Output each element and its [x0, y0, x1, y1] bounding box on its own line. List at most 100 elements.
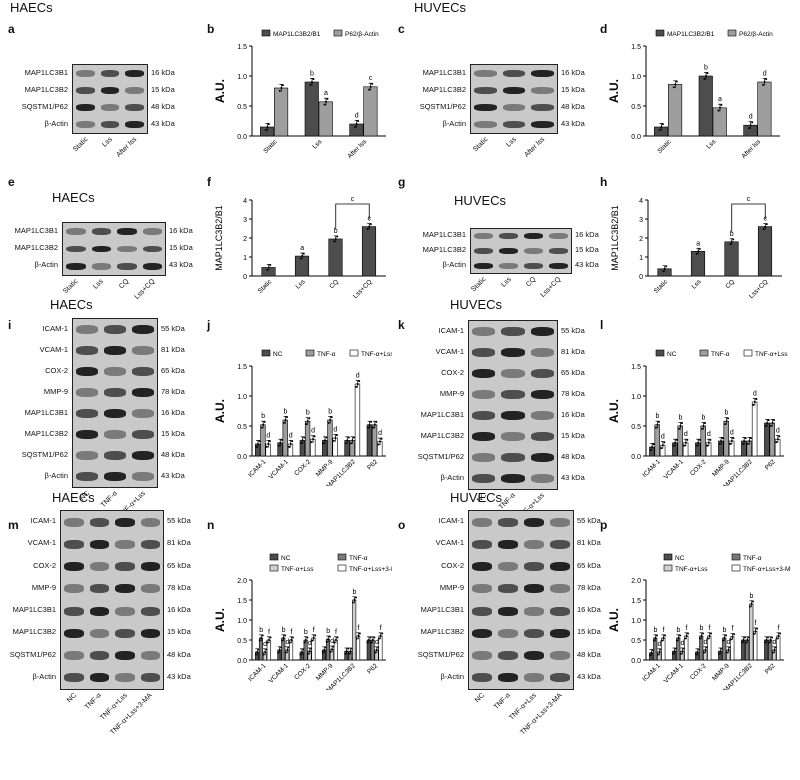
data-point — [732, 437, 735, 440]
data-point — [379, 635, 382, 637]
data-point — [753, 632, 756, 635]
data-point — [727, 649, 730, 651]
data-point — [267, 123, 270, 126]
western-blot-m — [60, 510, 164, 690]
data-point — [351, 601, 354, 604]
data-point — [771, 422, 774, 424]
data-point — [695, 252, 698, 255]
bar-chart-b: 0.0 0.5 1.0 1.5 A.U. MAP1LC3B2/B1 P62/β-Actin S… — [213, 29, 386, 160]
blot-row-label: β-Actin — [440, 472, 465, 482]
data-point — [312, 78, 315, 81]
blot-kda-label: 65 kDa — [161, 365, 185, 375]
protein-band — [550, 562, 570, 572]
legend-swatch — [337, 564, 347, 572]
protein-band — [531, 104, 554, 111]
data-point — [701, 632, 704, 635]
protein-band — [530, 327, 554, 336]
protein-band — [132, 472, 154, 481]
significance-letter: d — [730, 429, 734, 436]
data-point — [718, 442, 721, 445]
protein-band — [472, 432, 496, 441]
protein-band — [91, 228, 111, 236]
data-point — [308, 650, 311, 653]
data-point — [652, 443, 655, 446]
data-point — [672, 444, 675, 447]
x-category-label: CQ — [328, 278, 340, 290]
data-point — [765, 223, 768, 226]
bar — [282, 419, 288, 457]
blot-row-label: COX-2 — [441, 367, 464, 377]
western-blot-k — [468, 320, 558, 490]
protein-band — [498, 539, 518, 549]
data-point — [260, 426, 263, 429]
data-point — [703, 77, 706, 80]
data-point — [284, 634, 287, 637]
blot-kda-label: 48 kDa — [167, 649, 191, 659]
data-point — [366, 228, 369, 231]
data-point — [675, 438, 678, 441]
significance-letter: f — [290, 629, 292, 636]
y-tick-label: 0.0 — [237, 134, 247, 141]
data-point — [284, 651, 287, 654]
blot-row-label: SQSTM1/P62 — [417, 451, 464, 461]
protein-band — [531, 87, 554, 94]
data-point — [658, 128, 661, 131]
panel-letter-n: n — [207, 518, 215, 532]
blot-lane-label: Lss — [92, 278, 106, 291]
data-point — [730, 440, 733, 442]
bar — [352, 599, 357, 661]
data-point — [756, 627, 759, 630]
data-point — [724, 634, 727, 637]
significance-letter: b — [304, 629, 308, 636]
protein-band — [76, 87, 95, 94]
data-point — [309, 83, 312, 86]
blot-kda-label: 16 kDa — [577, 605, 601, 615]
data-point — [717, 109, 720, 112]
blot-kda-label: 81 kDa — [161, 344, 185, 354]
blot-kda-label: 43 kDa — [167, 671, 191, 681]
protein-band — [89, 651, 109, 661]
data-point — [263, 420, 266, 423]
legend-swatch — [655, 349, 665, 357]
protein-band — [132, 325, 154, 334]
protein-band — [499, 233, 518, 240]
data-point — [764, 225, 767, 228]
blot-kda-label: 43 kDa — [561, 118, 585, 128]
data-point — [706, 72, 709, 75]
blot-row-label: β-Actin — [442, 259, 467, 269]
significance-letter: c — [368, 216, 372, 223]
data-point — [354, 125, 357, 128]
data-point — [684, 637, 687, 640]
protein-band — [550, 539, 570, 549]
significance-letter: d — [311, 428, 315, 435]
data-point — [268, 639, 271, 641]
significance-letter: b — [326, 628, 330, 635]
data-point — [719, 650, 722, 653]
data-point — [654, 637, 657, 639]
x-category-label: COX-2 — [293, 662, 312, 681]
blot-row-label: MAP1LC3B1 — [422, 230, 466, 240]
x-category-label: COX-2 — [293, 458, 312, 477]
protein-band — [104, 325, 126, 334]
data-point — [698, 438, 701, 441]
protein-band — [498, 606, 518, 616]
data-point — [303, 641, 306, 644]
blot-kda-label: 55 kDa — [161, 323, 185, 333]
data-point — [750, 437, 752, 440]
bar — [363, 86, 378, 137]
data-point — [368, 88, 371, 91]
data-point — [661, 639, 664, 642]
panel-letter-d: d — [600, 22, 608, 36]
data-point — [664, 634, 667, 637]
bar — [769, 422, 775, 457]
significance-letter: d — [684, 431, 688, 438]
data-point — [702, 425, 705, 427]
bracket-label: c — [747, 196, 751, 203]
data-point — [261, 634, 264, 637]
blot-kda-label: 15 kDa — [561, 430, 585, 440]
bar — [690, 251, 706, 277]
data-point — [345, 650, 348, 653]
panel-letter-i: i — [8, 318, 12, 332]
significance-letter: f — [709, 625, 711, 632]
blot-lane-label: After lss — [523, 136, 547, 159]
